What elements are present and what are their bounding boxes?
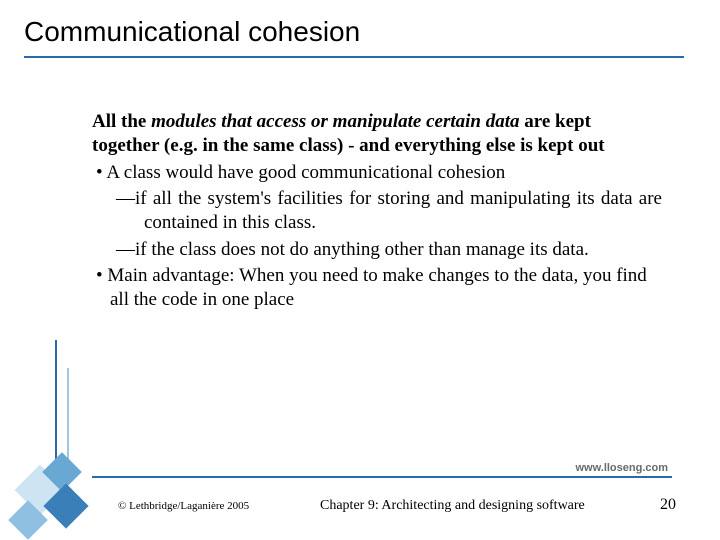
corner-graphic-icon [0,340,110,540]
bullet-1: A class would have good communicational … [92,161,662,185]
slide-title: Communicational cohesion [0,0,720,48]
intro-prefix: All the [92,111,151,132]
slide-body: All the modules that access or manipulat… [92,110,662,313]
intro-paragraph: All the modules that access or manipulat… [92,110,662,159]
footer-url: www.lloseng.com [572,462,673,474]
footer-line [92,476,672,478]
bullet-2: Main advantage: When you need to make ch… [92,264,662,313]
page-number: 20 [660,496,676,514]
dash-2: if the class does not do anything other … [92,238,662,262]
dash-1: if all the system's facilities for stori… [92,187,662,236]
title-underline [24,56,684,58]
footer-copyright: © Lethbridge/Laganière 2005 [118,500,249,512]
footer-chapter: Chapter 9: Architecting and designing so… [320,498,585,514]
slide: Communicational cohesion All the modules… [0,0,720,540]
intro-italic: modules that access or manipulate certai… [151,111,519,132]
